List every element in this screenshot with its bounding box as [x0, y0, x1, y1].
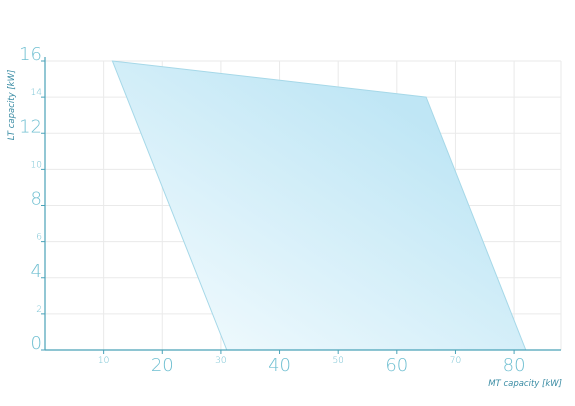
- y-axis-ticks: 0 2 4 6 8 10 12 14 16: [19, 44, 45, 354]
- x-axis-ticks: 10 20 30 40 50 60 70 80: [98, 350, 526, 376]
- x-axis-title: MT capacity [kW]: [488, 379, 562, 389]
- x-tick-label-60: 60: [385, 355, 408, 376]
- y-tick-label-4: 4: [31, 261, 42, 282]
- capacity-region-layer: [111, 60, 527, 351]
- y-axis-title: LT capacity [kW]: [7, 70, 17, 141]
- y-tick-label-8: 8: [31, 189, 42, 210]
- y-tick-label-12: 12: [19, 116, 42, 137]
- y-tick-label-2: 2: [36, 305, 42, 315]
- x-tick-label-70: 70: [450, 356, 461, 366]
- x-tick-label-20: 20: [151, 355, 174, 376]
- x-tick-label-30: 30: [215, 356, 226, 366]
- y-tick-label-0: 0: [31, 333, 42, 354]
- x-tick-label-50: 50: [332, 356, 343, 366]
- y-tick-label-6: 6: [36, 233, 42, 243]
- y-tick-label-16: 16: [19, 44, 42, 65]
- capacity-region: [111, 60, 527, 351]
- x-tick-label-10: 10: [98, 356, 109, 366]
- y-tick-label-14: 14: [31, 88, 42, 98]
- x-tick-label-80: 80: [503, 355, 526, 376]
- axes: [44, 57, 561, 351]
- x-tick-label-40: 40: [268, 355, 291, 376]
- y-tick-label-10: 10: [31, 160, 42, 170]
